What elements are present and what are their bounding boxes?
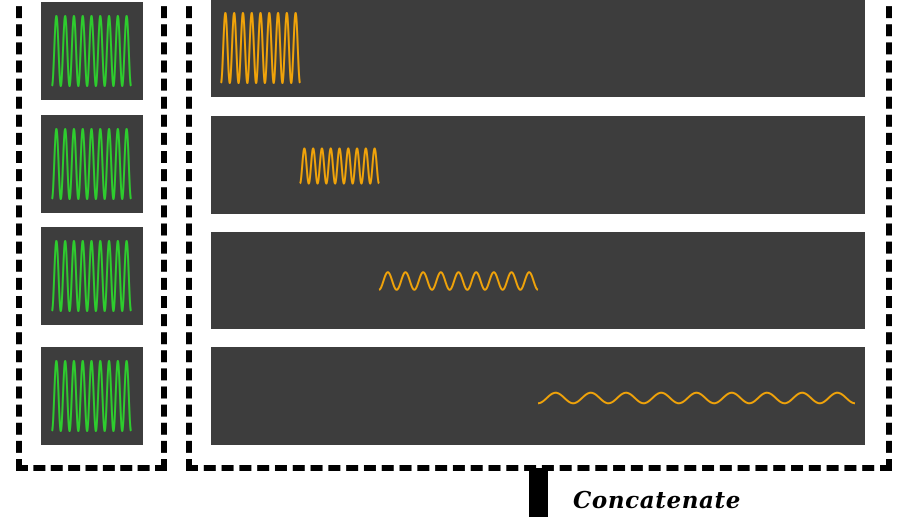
input-signal-panel: [41, 227, 143, 325]
output-signal-panel: [211, 116, 865, 214]
input-signal-panel: [41, 347, 143, 445]
concatenate-label: Concatenate: [573, 487, 742, 514]
connector-bar: [529, 468, 548, 517]
orange-waveform: [220, 12, 301, 84]
output-signal-panel: [211, 0, 865, 97]
green-waveform: [51, 360, 132, 432]
green-waveform: [51, 15, 132, 87]
input-group-box: [16, 0, 167, 471]
green-waveform: [51, 128, 132, 200]
green-waveform: [51, 240, 132, 312]
orange-waveform: [378, 271, 539, 291]
orange-waveform: [299, 147, 380, 185]
orange-waveform: [537, 391, 856, 405]
input-signal-panel: [41, 2, 143, 100]
output-signal-panel: [211, 232, 865, 329]
output-signal-panel: [211, 347, 865, 445]
input-signal-panel: [41, 115, 143, 213]
